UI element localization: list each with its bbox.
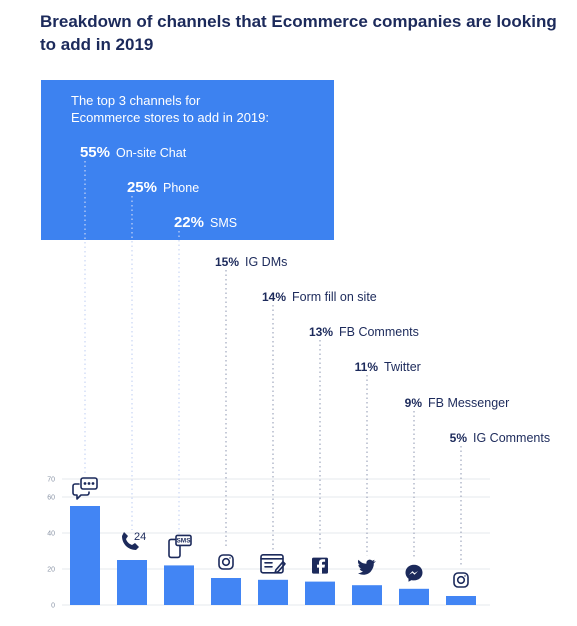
dot [83,482,87,485]
phone-24-text: 24 [134,531,146,543]
phone-body [168,538,181,559]
data-label: 55% [80,144,110,161]
messenger-bolt [409,571,418,575]
bar [164,565,194,605]
bar [211,578,241,605]
y-tick-label: 0 [51,603,55,610]
y-tick-label: 70 [47,477,55,484]
category-label: FB Messenger [428,396,509,410]
category-label: IG Comments [473,431,550,445]
pencil [274,560,286,574]
data-label: 25% [127,179,157,196]
y-tick-label: 60 [47,495,55,502]
bar [117,560,147,605]
messenger-icon [405,564,423,582]
sms-box [175,534,192,547]
data-label: 15% [215,255,239,269]
bubble-shape [72,483,90,500]
instagram-icon [453,572,469,588]
category-label: IG DMs [245,255,287,269]
bar [352,585,382,605]
data-label: 5% [450,431,468,445]
y-tick-label: 40 [47,531,55,538]
fb-f [317,559,326,574]
bar [258,579,288,605]
chat-bubbles-icon [72,477,98,500]
data-label: 9% [405,396,423,410]
dot [91,482,95,485]
category-label: SMS [210,216,237,230]
facebook-icon [312,557,328,574]
ig-frame [218,554,234,570]
data-label: 22% [174,214,204,231]
bar [399,588,429,605]
callout-heading: The top 3 channels for Ecommerce stores … [71,93,269,125]
ig-lens [221,557,231,567]
data-label: 11% [355,360,379,374]
category-label: FB Comments [339,325,419,339]
twitter-bird [358,559,376,575]
form-frame [260,553,284,574]
bar [305,581,335,605]
y-tick-label: 20 [47,567,55,574]
top-channels-callout: The top 3 channels for Ecommerce stores … [41,80,334,240]
sms-phone-icon: SMS [168,534,192,559]
dot [87,482,91,485]
form-icon [260,553,286,574]
twitter-icon [358,559,376,575]
ig-dot [464,575,466,577]
bubble-shape [80,477,98,490]
sms-text: SMS [176,538,191,545]
handset [122,532,139,550]
category-label: Form fill on site [292,290,377,304]
ig-frame [453,572,469,588]
instagram-icon [218,554,234,570]
ig-dot [229,557,231,559]
bar [446,596,476,605]
category-label: On-site Chat [116,146,187,160]
category-label: Phone [163,181,199,195]
bar [70,506,100,605]
phone-24-icon: 24 [122,531,146,550]
page-title: Breakdown of channels that Ecommerce com… [40,12,557,54]
data-label: 14% [262,290,286,304]
category-label: Twitter [384,360,421,374]
ig-lens [456,575,466,585]
data-label: 13% [309,325,333,339]
